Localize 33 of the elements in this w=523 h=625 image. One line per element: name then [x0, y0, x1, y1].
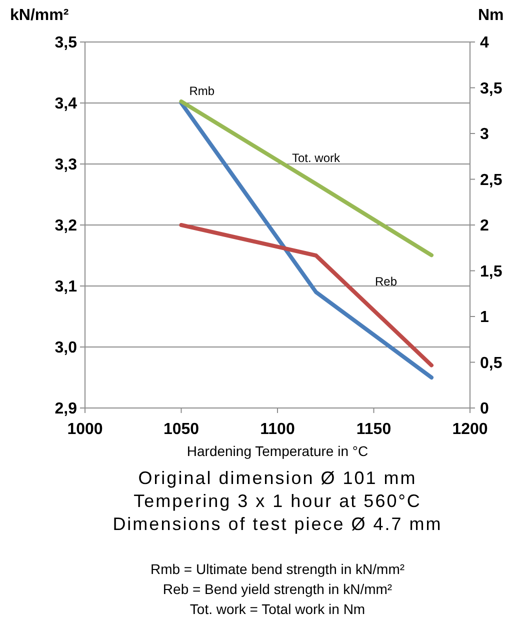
- y2-tick-label: 2: [480, 218, 489, 235]
- y2-tick-label: 1,5: [480, 263, 502, 280]
- x-tick-label: 1150: [356, 421, 392, 438]
- x-tick-label: 1100: [260, 421, 295, 438]
- y-tick-label: 3,2: [54, 218, 78, 235]
- y2-tick-label: 0: [480, 400, 489, 418]
- text: Original dimension Ø 101 mm: [138, 468, 417, 488]
- y2-tick-label: 2,5: [480, 172, 502, 189]
- y-tick-label: 2,9: [54, 400, 78, 418]
- y-axis-title: kN/mm²: [10, 7, 69, 24]
- text: Reb = Bend yield strength in kN/mm²: [162, 581, 392, 597]
- text: Tot. work = Total work in Nm: [190, 601, 366, 617]
- y-tick-label: 3,3: [54, 156, 78, 174]
- y2-axis-title: Nm: [478, 7, 504, 24]
- series-label: Reb: [374, 274, 398, 288]
- y2-tick-label: 1: [480, 309, 489, 326]
- series-label: Rmb: [189, 84, 215, 98]
- y2-tick-label: 0,5: [480, 354, 502, 372]
- y2-tick-label: 3: [480, 126, 489, 144]
- y-tick-label: 3,1: [54, 278, 78, 296]
- y-tick-label: 3,0: [54, 340, 78, 357]
- x-tick-label: 1200: [452, 421, 488, 438]
- text: Rmb = Ultimate bend strength in kN/mm²: [150, 561, 405, 577]
- x-tick-label: 1000: [67, 421, 103, 438]
- x-tick-label: 1050: [163, 421, 200, 438]
- text: Dimensions of test piece Ø 4.7 mm: [112, 514, 442, 534]
- x-axis-title: Hardening Temperature in °C: [186, 443, 368, 459]
- y2-tick-label: 3,5: [480, 80, 502, 98]
- y2-tick-label: 4: [480, 34, 489, 52]
- y-tick-label: 3,5: [54, 34, 78, 52]
- text: Tempering 3 x 1 hour at 560°C: [134, 491, 422, 511]
- y-tick-label: 3,4: [54, 96, 78, 113]
- series-label: Tot. work: [292, 150, 342, 165]
